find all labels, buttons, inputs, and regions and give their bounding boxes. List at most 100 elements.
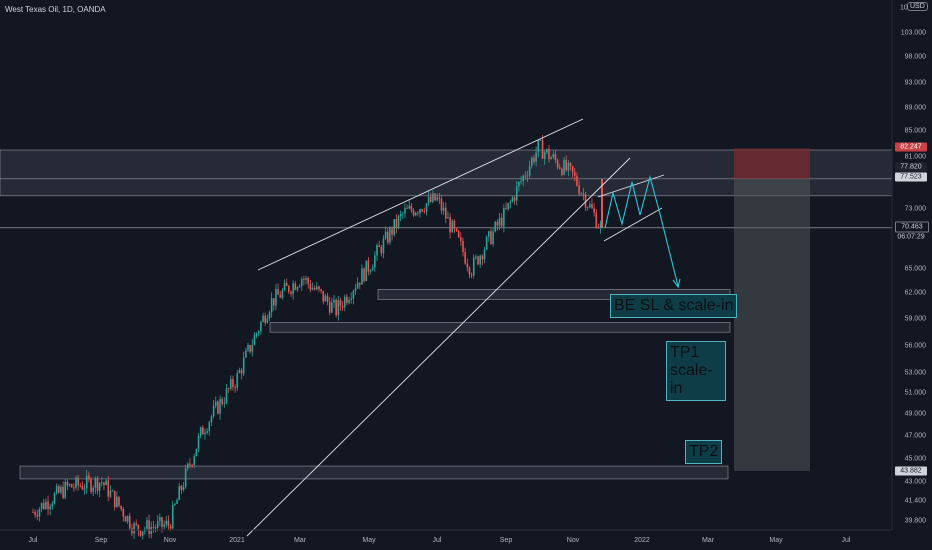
candle-body: [576, 175, 578, 186]
candle-body: [567, 162, 570, 171]
candle-body: [266, 318, 269, 323]
candle-body: [391, 228, 393, 235]
candle-body: [247, 345, 249, 351]
candle-body: [354, 288, 357, 292]
candle-body: [298, 286, 301, 288]
candle-body: [277, 288, 279, 295]
candle-body: [526, 175, 529, 177]
candle-body: [288, 285, 290, 293]
candle-body: [75, 477, 77, 488]
candle-body: [234, 387, 236, 388]
time-tick: Mar: [701, 537, 715, 544]
candle-body: [352, 291, 355, 299]
candle-body: [88, 475, 90, 480]
price-tick: 62.000: [904, 289, 926, 297]
candle-body: [128, 515, 131, 529]
candle-body: [214, 401, 217, 406]
candle-body: [255, 333, 258, 336]
short-position-tool: [734, 148, 810, 471]
candle-body: [249, 345, 251, 352]
candle-body: [419, 209, 421, 214]
candle-body: [251, 344, 254, 352]
candle-body: [320, 289, 322, 291]
candle-body: [176, 500, 178, 504]
candle-body: [178, 486, 180, 501]
candle-body: [464, 252, 466, 264]
candle-body: [378, 245, 380, 247]
candle-body: [333, 299, 335, 303]
candle-body: [202, 427, 204, 435]
last-price-badge: 70.463: [895, 221, 929, 233]
candle-body: [550, 157, 552, 160]
candle-body: [410, 205, 413, 211]
candle-body: [204, 432, 206, 435]
candle-body: [146, 520, 148, 529]
candle-body: [369, 270, 372, 272]
be-scale-in-label[interactable]: BE SL & scale-in: [610, 294, 738, 318]
candle-body: [429, 196, 432, 202]
candle-body: [238, 370, 241, 373]
candle-body: [584, 194, 587, 208]
candle-body: [380, 246, 383, 254]
candle-body: [79, 485, 82, 487]
time-tick: Jul: [432, 537, 442, 544]
price-tick: 73.000: [904, 205, 926, 213]
candle-body: [107, 480, 110, 497]
candle-body: [509, 201, 512, 204]
candle-body: [498, 217, 501, 226]
currency-badge[interactable]: USD: [907, 2, 928, 11]
candle-body: [578, 185, 580, 194]
candle-body: [322, 290, 325, 302]
candle-body: [505, 208, 507, 209]
tp2-label[interactable]: TP2: [685, 440, 723, 464]
candle-body: [485, 236, 488, 250]
candle-body: [296, 287, 299, 290]
candle-body: [324, 295, 327, 302]
price-scale[interactable]: 103.000 98.000 93.000 89.000 85.000 81.0…: [892, 0, 932, 530]
candle-body: [193, 456, 196, 466]
candle-body: [262, 315, 264, 322]
price-tick: 49.000: [904, 410, 926, 418]
candle-body: [331, 302, 333, 313]
candle-body: [524, 175, 527, 177]
candle-body: [593, 208, 595, 213]
candle-body: [586, 207, 589, 209]
candle-body: [236, 372, 239, 388]
candle-body: [53, 493, 56, 504]
tp1-label[interactable]: TP1 scale-in: [666, 341, 726, 401]
candle-body-last: [601, 178, 603, 228]
candle-body: [436, 197, 438, 201]
candle-body: [120, 505, 122, 509]
candle-body: [81, 485, 84, 490]
candle-body: [408, 205, 411, 209]
candle-body: [427, 196, 430, 204]
candle-body: [285, 282, 288, 286]
candle-body: [546, 149, 548, 153]
candle-body: [240, 370, 243, 374]
symbol-title[interactable]: West Texas Oil, 1D, OANDA: [5, 5, 106, 14]
candle-body: [197, 435, 200, 449]
candle-body: [227, 388, 230, 390]
candle-body: [225, 388, 228, 403]
candle-body: [363, 268, 365, 281]
candle-body: [356, 282, 359, 289]
candle-body: [292, 283, 294, 294]
candle-body: [384, 231, 387, 239]
candle-body: [307, 278, 309, 284]
candle-body: [253, 335, 256, 345]
zone-58.2: [269, 322, 731, 333]
stop-price-badge: 82.247: [895, 142, 927, 152]
candle-body: [109, 490, 112, 497]
time-tick: Nov: [566, 537, 580, 544]
candle-body: [382, 238, 385, 254]
candle-body: [541, 139, 544, 159]
candle-body: [365, 260, 368, 281]
candle-body: [232, 378, 234, 388]
candle-body: [412, 210, 415, 216]
candle-body: [371, 267, 374, 271]
price-tick: 45.000: [904, 455, 926, 463]
time-tick: May: [769, 537, 783, 544]
candle-body: [554, 154, 557, 160]
candle-body: [574, 172, 576, 176]
